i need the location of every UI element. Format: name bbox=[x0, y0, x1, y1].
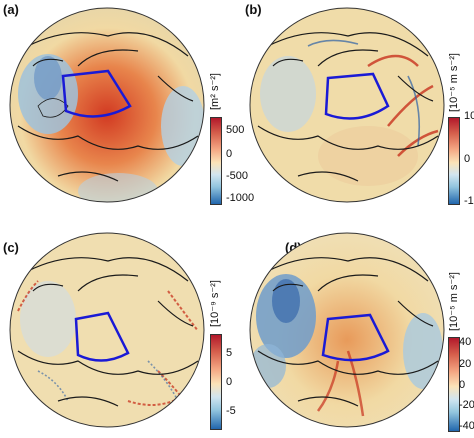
globe-map bbox=[249, 7, 445, 203]
panel-c: (c) 5 0 -5 [10⁻⁹ s⁻²] bbox=[0, 219, 237, 438]
panel-b: (b) 100 0 -100 [10⁻⁵ m s⁻²] bbox=[237, 0, 474, 219]
colorbar bbox=[448, 117, 460, 205]
colorbar-tick: 0 bbox=[459, 379, 466, 391]
colorbar-tick: 40 bbox=[459, 336, 472, 348]
colorbar-tick: -1000 bbox=[226, 192, 255, 204]
colorbar bbox=[448, 337, 460, 432]
colorbar-tick: 100 bbox=[464, 110, 474, 122]
colorbar-tick: -100 bbox=[464, 195, 474, 207]
colorbar-tick: 20 bbox=[459, 358, 472, 370]
colorbar bbox=[210, 334, 222, 430]
colorbar-tick: -40 bbox=[459, 420, 474, 432]
colorbar-tick: 0 bbox=[226, 148, 233, 160]
colorbar-tick: -20 bbox=[459, 399, 474, 411]
globe-map bbox=[249, 232, 445, 428]
panel-d: (d) 40 20 0 -20 -40 [10⁻⁵ m s⁻²] bbox=[237, 219, 474, 438]
colorbar-tick: 0 bbox=[464, 153, 471, 165]
panel-label: (b) bbox=[245, 2, 262, 17]
panel-label: (c) bbox=[3, 240, 19, 255]
colorbar-tick: 500 bbox=[226, 124, 245, 136]
colorbar-tick: 5 bbox=[226, 347, 233, 359]
colorbar bbox=[210, 117, 222, 205]
colorbar-unit: [m² s⁻²] bbox=[209, 73, 221, 110]
colorbar-unit: [10⁻⁹ s⁻²] bbox=[209, 280, 221, 327]
colorbar-tick: -500 bbox=[226, 170, 249, 182]
colorbar-tick: 0 bbox=[226, 376, 233, 388]
colorbar-unit: [10⁻⁵ m s⁻²] bbox=[448, 272, 460, 331]
globe-map bbox=[9, 232, 205, 428]
globe-map bbox=[9, 7, 205, 203]
panel-label: (a) bbox=[3, 2, 19, 17]
colorbar-tick: -5 bbox=[226, 405, 236, 417]
colorbar-unit: [10⁻⁵ m s⁻²] bbox=[448, 53, 460, 112]
panel-a: (a) 500 0 -500 -1000 [m² s⁻²] bbox=[0, 0, 254, 219]
